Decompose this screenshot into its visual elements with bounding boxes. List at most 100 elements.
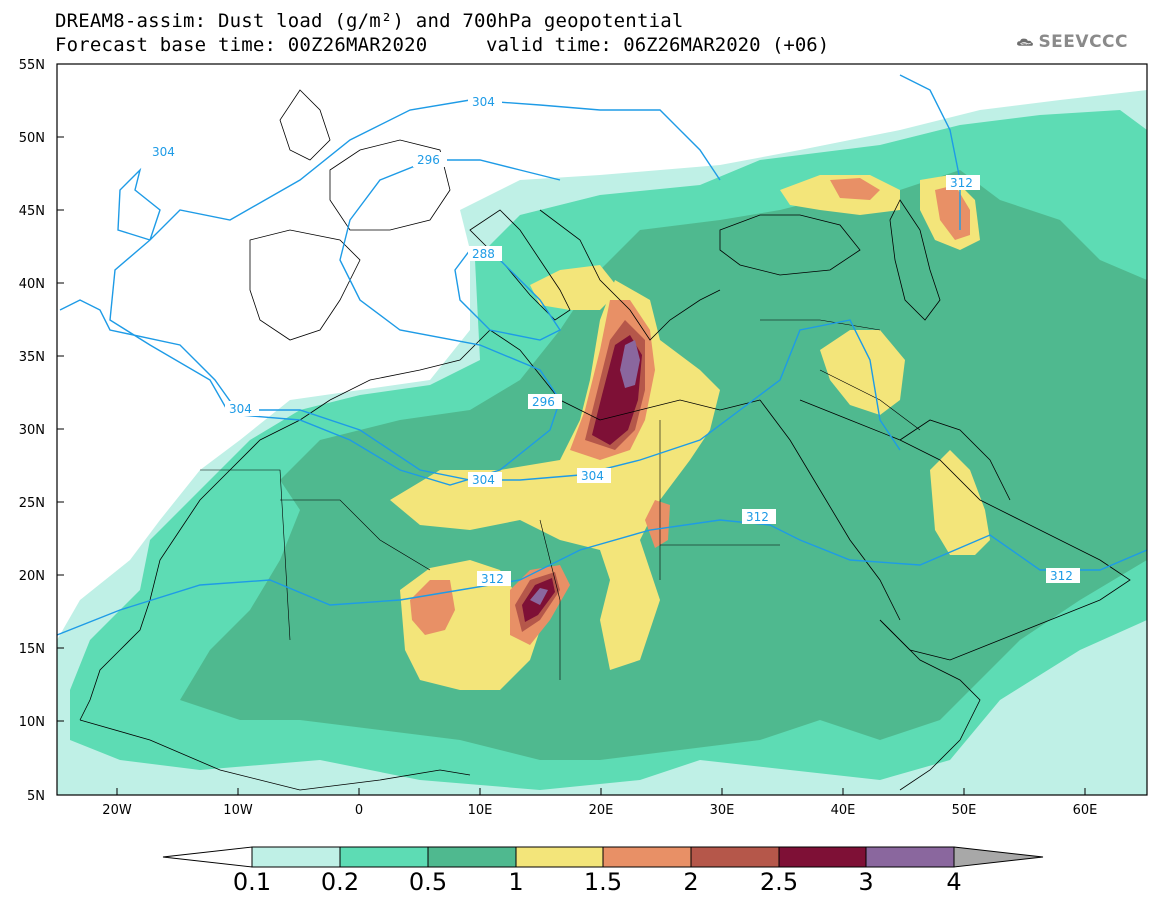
contour-label-text: 288 (472, 247, 495, 261)
lat-label: 45N (19, 204, 45, 219)
colorbar (162, 846, 1044, 868)
coastlines (79, 89, 1131, 791)
colorbar-label: 0.5 (408, 868, 448, 896)
contour-label-text: 312 (1050, 569, 1073, 583)
border-saudi-iraq (819, 369, 921, 431)
contour-label-text: 304 (472, 95, 495, 109)
contour-label-text: 296 (532, 395, 555, 409)
colorbar-label: 2 (683, 868, 699, 896)
dust-load-field (57, 90, 1147, 795)
dust-level-1.5-russia (935, 185, 970, 240)
contour-label-312-d: 312 (946, 175, 980, 190)
contour-label-304-d: 304 (468, 472, 502, 487)
cloud-logo-icon (1017, 38, 1033, 46)
contour-label-text: 304 (152, 145, 175, 159)
logo-text: SEEVCCC (1038, 32, 1128, 52)
colorbar-label: 4 (946, 868, 962, 896)
lat-label: 50N (19, 131, 45, 146)
colorbar-swatch-4 (602, 846, 692, 868)
colorbar-swatch-2 (427, 846, 517, 868)
lon-label: 60E (1073, 803, 1098, 818)
colorbar-swatch-6 (778, 846, 867, 868)
lat-label: 20N (19, 569, 45, 584)
lat-label: 30N (19, 423, 45, 438)
lon-label: 30E (710, 803, 735, 818)
lon-label: 50E (952, 803, 977, 818)
border-algeria-mali (280, 499, 431, 571)
contour-label-312-c: 312 (1046, 568, 1080, 583)
geopotential-contours (57, 74, 1147, 636)
contour-312-ne (899, 74, 961, 230)
lat-label: 40N (19, 277, 45, 292)
coastline-britain (279, 89, 331, 161)
contour-label-text: 312 (746, 510, 769, 524)
colorbar-swatch-1 (339, 846, 429, 868)
contour-304-west (109, 99, 721, 416)
coastline-caspian (889, 199, 941, 321)
dust-level-1.5-west (410, 580, 455, 635)
coastline-france (329, 139, 451, 231)
lat-label: 15N (19, 642, 45, 657)
colorbar-swatch-5 (690, 846, 780, 868)
contour-labels: 304 296 304 288 304 296 304 304 312 312 … (148, 94, 1080, 586)
latitude-labels: 55N 50N 45N 40N 35N 30N 25N 20N 15N 10N … (19, 58, 45, 804)
dust-level-1.5-caspian (830, 178, 880, 200)
border-mauritania (200, 469, 291, 641)
contour-label-text: 304 (581, 469, 604, 483)
lat-label: 5N (27, 789, 45, 804)
lon-label: 20W (102, 803, 132, 818)
dust-level-1-arabia (930, 450, 990, 555)
dust-level-3-chad (530, 588, 548, 605)
lat-label: 55N (19, 58, 45, 73)
contour-label-304-a: 304 (468, 94, 502, 109)
colorbar-label: 0.2 (320, 868, 360, 896)
contour-296 (59, 159, 561, 486)
contour-304-south (240, 319, 901, 481)
colorbar-label: 2.5 (759, 868, 799, 896)
contour-label-304-e: 304 (577, 468, 611, 483)
forecast-base-time: Forecast base time: 00Z26MAR2020 (55, 34, 428, 56)
contour-label-312-a: 312 (477, 571, 511, 586)
longitude-labels: 20W 10W 0 10E 20E 30E 40E 50E 60E (102, 803, 1097, 818)
coastline-iberia (249, 229, 361, 341)
lat-label: 35N (19, 350, 45, 365)
dust-level-1.5-libya (645, 500, 670, 548)
dust-level-1-levant (820, 330, 905, 415)
contour-label-text: 296 (417, 153, 440, 167)
colorbar-swatch-3 (515, 846, 604, 868)
lon-label: 20E (589, 803, 614, 818)
contour-label-304-b: 304 (148, 144, 182, 159)
coastline-west-africa (79, 399, 331, 721)
colorbar-label: 1 (508, 868, 524, 896)
coastline-arabia (799, 399, 1131, 661)
border-chad-niger (539, 519, 561, 680)
dust-level-3-central (620, 340, 640, 388)
lon-label: 40E (831, 803, 856, 818)
contour-label-288: 288 (468, 246, 502, 261)
lon-label: 10W (223, 803, 253, 818)
colorbar-over-arrow (953, 846, 1044, 868)
contour-label-304-c: 304 (225, 401, 259, 416)
coastline-black-sea (719, 214, 861, 276)
contour-label-text: 312 (481, 572, 504, 586)
colorbar-label: 3 (858, 868, 874, 896)
country-borders (200, 319, 921, 680)
contour-312 (57, 519, 1147, 636)
contour-label-text: 304 (472, 473, 495, 487)
coastline-gulf-guinea (79, 719, 471, 791)
coastline-persian-gulf (899, 419, 1011, 501)
map-title: DREAM8-assim: Dust load (g/m²) and 700hP… (55, 10, 684, 32)
colorbar-label: 1.5 (583, 868, 623, 896)
contour-label-312-b: 312 (742, 509, 776, 524)
coastline-red-sea (759, 399, 901, 621)
colorbar-under-arrow (162, 846, 253, 868)
colorbar-label: 0.1 (232, 868, 272, 896)
contour-label-296-b: 296 (528, 394, 562, 409)
coastline-horn-africa (879, 619, 981, 791)
lat-label: 25N (19, 496, 45, 511)
longitude-ticks (116, 788, 1086, 795)
contour-label-text: 312 (950, 176, 973, 190)
coastline-balkans-greece (539, 209, 721, 341)
contour-label-text: 304 (229, 402, 252, 416)
